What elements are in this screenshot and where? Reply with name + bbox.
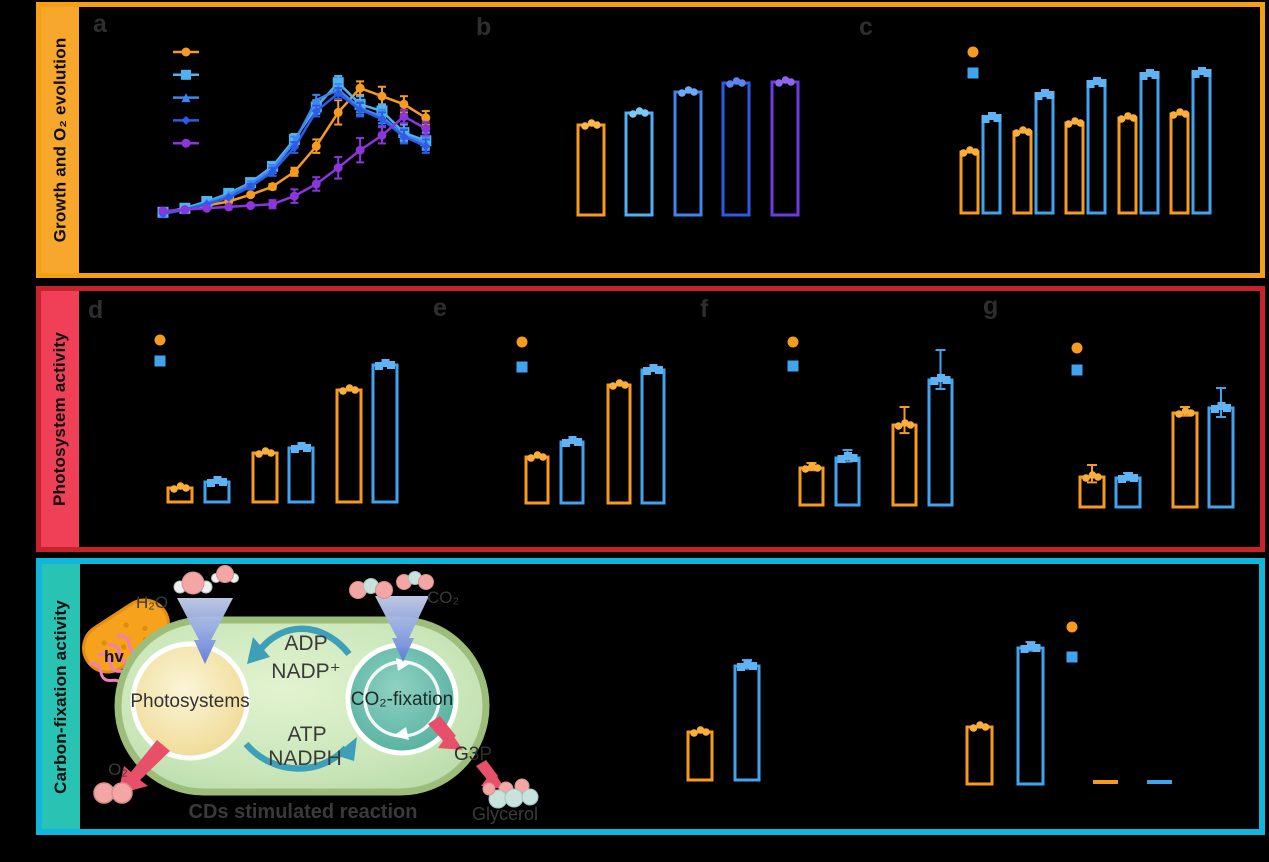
- panel-carbon-right-bar-chart: [965, 621, 1172, 786]
- panel-d-chart: [154, 334, 399, 504]
- nadph-label: NADPH: [268, 747, 342, 770]
- section-photosystem-label-bar: Photosystem activity: [41, 291, 79, 547]
- water-molecules: [173, 565, 239, 595]
- section-carbon-label-bar: Carbon-fixation activity: [42, 564, 80, 829]
- photosystems-label: Photosystems: [130, 691, 249, 712]
- atp-label: ATP: [287, 723, 326, 746]
- charts-layer: [154, 46, 1235, 786]
- panel-e-chart: [516, 336, 666, 505]
- h2o-label: H₂O: [136, 593, 168, 612]
- panel-f-chart: [787, 336, 954, 507]
- panel-letter-f: f: [700, 295, 709, 323]
- panel-a-chart: [157, 47, 432, 219]
- o2-molecule: [93, 782, 133, 804]
- co2-molecules: [349, 571, 434, 599]
- co2-label: CO₂: [427, 588, 459, 607]
- g3p-label: G3P: [454, 744, 492, 765]
- panel-letter-a: a: [93, 10, 107, 38]
- glycerol-molecule: [482, 778, 539, 809]
- photosystems-circle: [130, 641, 250, 761]
- section-growth-label-bar: Growth and O₂ evolution: [41, 7, 79, 273]
- cd-photosynthesis-diagram: hv Photosystems CO₂-fixation ADP NADP⁺ A…: [82, 565, 539, 824]
- nadp-label: NADP⁺: [271, 660, 340, 683]
- panel-b-chart: [576, 76, 800, 217]
- hv-label: hv: [104, 647, 124, 666]
- co2-funnel-arrow: [375, 596, 429, 662]
- atp-nadph-arrow: [243, 741, 349, 772]
- panel-letter-d: d: [88, 296, 104, 324]
- section-carbon-fixation-activity: Carbon-fixation activity: [36, 558, 1265, 835]
- adp-nadp-arrowhead: [247, 637, 270, 664]
- panel-g-chart: [1071, 342, 1235, 509]
- cycle-arrowhead-bottom: [393, 727, 409, 740]
- section-growth-o2-evolution: Growth and O₂ evolution: [36, 2, 1265, 278]
- panel-letter-b: b: [476, 13, 492, 41]
- panel-letter-g: g: [983, 292, 999, 320]
- h2o-funnel-arrow: [177, 598, 233, 664]
- co2-fixation-label: CO₂-fixation: [351, 689, 453, 710]
- glycerol-label: Glycerol: [472, 804, 538, 824]
- panel-letter-c: c: [859, 13, 873, 41]
- panel-carbon-left-bar-chart: [686, 659, 761, 782]
- panel-c-chart: [959, 46, 1212, 215]
- section-photosystem-activity: Photosystem activity: [36, 286, 1265, 552]
- adp-nadp-arrow: [257, 625, 352, 657]
- atp-nadph-arrowhead: [335, 737, 357, 761]
- o2-label: O₂: [108, 760, 128, 779]
- g3p-arrowhead: [438, 731, 463, 750]
- diagram-caption: CDs stimulated reaction: [189, 801, 418, 823]
- o2-arrow: [118, 740, 170, 794]
- panel-letter-e: e: [433, 294, 447, 322]
- adp-label: ADP: [284, 632, 327, 655]
- cycle-arrowhead-top: [396, 658, 411, 671]
